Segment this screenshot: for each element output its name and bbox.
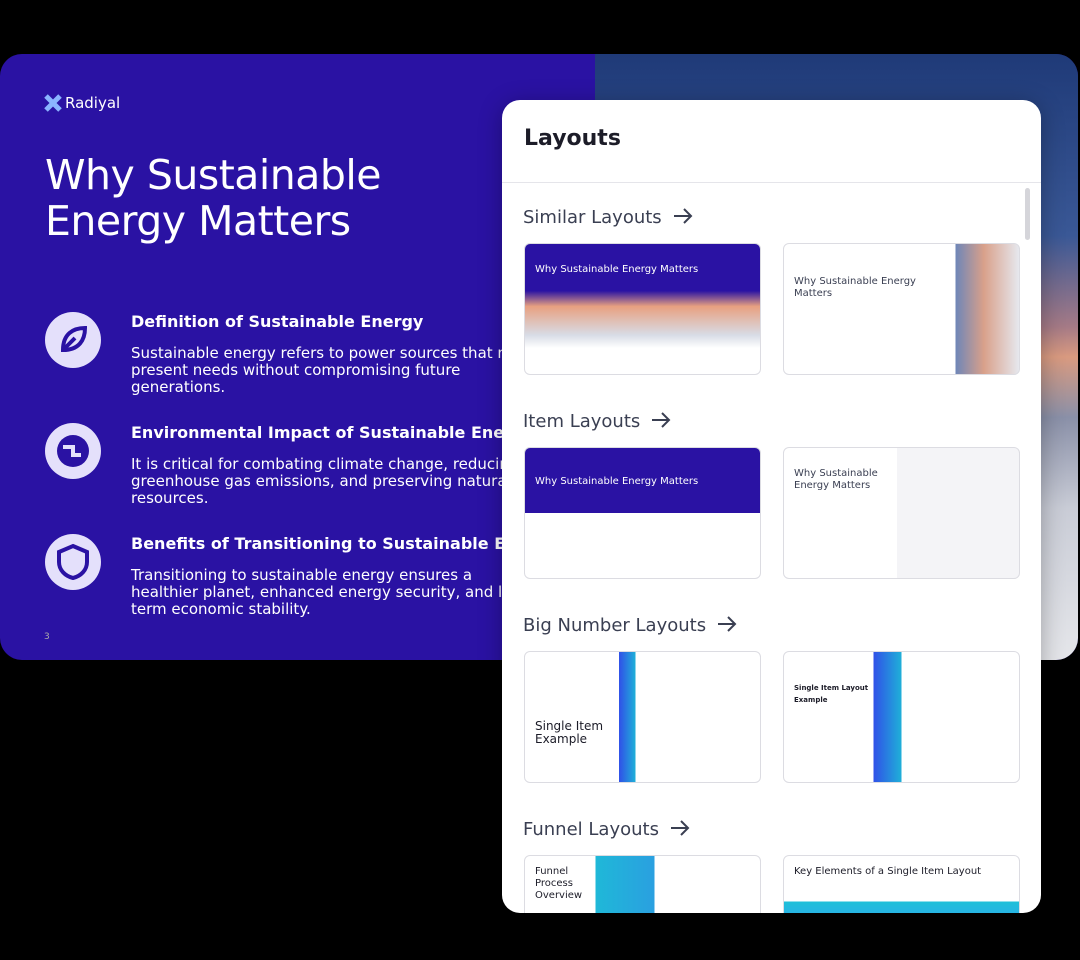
- item-title: Environmental Impact of Sustainable Ener…: [131, 423, 534, 442]
- item-text: Sustainable energy refers to power sourc…: [131, 344, 537, 396]
- divider: [502, 182, 1041, 183]
- slide-title: Why Sustainable Energy Matters: [45, 151, 382, 245]
- thumbnail-title: Why Sustainable Energy Matters: [794, 276, 916, 299]
- layout-thumbnail[interactable]: Why Sustainable Energy Matters: [783, 447, 1020, 579]
- item-title: Definition of Sustainable Energy: [131, 312, 424, 331]
- layout-thumbnail[interactable]: Why Sustainable Energy Matters: [524, 447, 761, 579]
- thumbnail-title: Funnel Process Overview: [535, 866, 583, 901]
- logo: [44, 94, 62, 112]
- section-title[interactable]: Item Layouts: [523, 411, 672, 432]
- item-icon: [45, 312, 101, 368]
- thumbnail-title: Single Item Layout Example: [794, 684, 869, 704]
- layouts-panel: Layouts Similar Layouts Why Sustainable E…: [502, 100, 1041, 913]
- arrow[interactable]: [716, 615, 738, 633]
- layout-thumbnail[interactable]: Why Sustainable Energy Matters: [783, 243, 1020, 375]
- section-title[interactable]: Similar Layouts: [523, 207, 694, 228]
- arrow[interactable]: [650, 411, 672, 429]
- item-text: Transitioning to sustainable energy ensu…: [131, 566, 536, 618]
- layout-thumbnail[interactable]: Why Sustainable Energy Matters: [524, 243, 761, 375]
- item-icon: [45, 423, 101, 479]
- arrow[interactable]: [669, 819, 691, 837]
- thumbnail-title: Key Elements of a Single Item Layout: [794, 866, 982, 877]
- brand: Radiyal: [65, 94, 121, 112]
- thumbnail-title: Single Item Example: [535, 719, 604, 746]
- section-title[interactable]: Big Number Layouts: [523, 615, 738, 636]
- layout-thumbnail[interactable]: Funnel Process Overview: [524, 855, 761, 913]
- layout-thumbnail[interactable]: Single Item Layout Example: [783, 651, 1020, 783]
- thumbnail-title: Why Sustainable Energy Matters: [794, 468, 878, 491]
- section-title[interactable]: Funnel Layouts: [523, 819, 691, 840]
- layout-thumbnail[interactable]: Single Item Example: [524, 651, 761, 783]
- scrollbar[interactable]: [1025, 188, 1030, 240]
- panel-title: Layouts: [524, 126, 621, 151]
- thumbnail-title: Why Sustainable Energy Matters: [535, 264, 699, 275]
- item-icon: [45, 534, 101, 590]
- item-text: It is critical for combating climate cha…: [131, 455, 519, 507]
- item-title: Benefits of Transitioning to Sustainable…: [131, 534, 558, 553]
- arrow[interactable]: [672, 207, 694, 225]
- layout-thumbnail[interactable]: Key Elements of a Single Item Layout: [783, 855, 1020, 913]
- thumbnail-title: Why Sustainable Energy Matters: [535, 476, 699, 487]
- page-number: 3: [44, 632, 50, 642]
